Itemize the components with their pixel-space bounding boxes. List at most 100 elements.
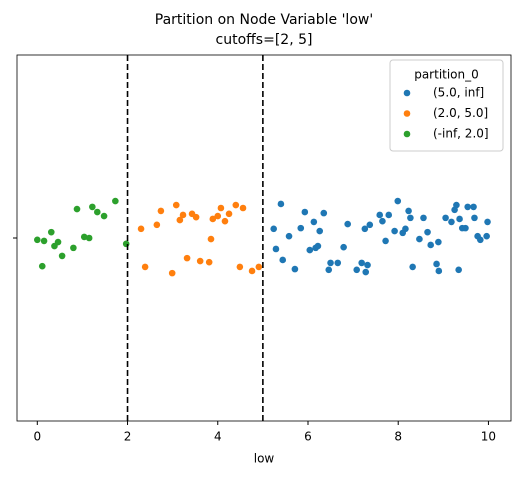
legend-marker bbox=[403, 89, 411, 97]
point bbox=[279, 256, 287, 264]
point bbox=[320, 209, 328, 217]
point bbox=[456, 215, 463, 223]
point bbox=[310, 218, 318, 226]
point bbox=[427, 241, 434, 249]
point bbox=[405, 207, 412, 215]
point bbox=[272, 245, 280, 253]
point bbox=[391, 227, 398, 235]
legend-box bbox=[389, 59, 504, 152]
point bbox=[364, 261, 371, 269]
point bbox=[137, 225, 145, 233]
point bbox=[353, 266, 361, 274]
x-tick-label: 4 bbox=[214, 430, 222, 444]
point bbox=[471, 214, 478, 222]
point bbox=[306, 246, 314, 254]
point bbox=[73, 205, 81, 213]
point bbox=[94, 208, 101, 216]
point bbox=[379, 217, 386, 225]
point bbox=[435, 267, 443, 275]
x-tick-label: 10 bbox=[481, 430, 496, 444]
point bbox=[325, 266, 333, 274]
point bbox=[291, 265, 299, 273]
point bbox=[239, 204, 247, 212]
point bbox=[464, 203, 471, 211]
point bbox=[38, 262, 46, 270]
point bbox=[366, 221, 374, 229]
x-tick-label: 8 bbox=[394, 430, 402, 444]
point bbox=[455, 266, 462, 274]
point bbox=[409, 263, 416, 271]
point bbox=[327, 259, 334, 267]
point bbox=[362, 268, 370, 276]
point bbox=[462, 224, 469, 232]
point bbox=[424, 228, 431, 236]
chart-title: Partition on Node Variable 'low' bbox=[155, 12, 373, 28]
point bbox=[40, 237, 48, 245]
x-axis-label: low bbox=[254, 452, 275, 466]
x-tick-label: 2 bbox=[124, 430, 132, 444]
point bbox=[334, 259, 342, 267]
axes-frame bbox=[16, 54, 512, 422]
point bbox=[112, 197, 119, 205]
point bbox=[340, 243, 347, 251]
point bbox=[89, 203, 96, 211]
point bbox=[100, 212, 108, 220]
point bbox=[225, 210, 233, 218]
legend-label: (2.0, 5.0] bbox=[433, 106, 488, 120]
point bbox=[442, 214, 449, 222]
x-tick-label: 6 bbox=[304, 430, 312, 444]
point bbox=[344, 220, 351, 228]
point bbox=[207, 235, 215, 243]
point bbox=[176, 216, 184, 224]
point bbox=[214, 212, 222, 220]
point bbox=[80, 233, 88, 241]
point bbox=[255, 263, 263, 271]
point bbox=[196, 257, 204, 265]
point bbox=[394, 197, 402, 205]
point bbox=[402, 225, 409, 233]
point bbox=[314, 242, 322, 250]
point bbox=[153, 221, 161, 229]
point bbox=[157, 207, 165, 215]
legend-marker bbox=[403, 130, 411, 138]
point bbox=[232, 201, 240, 209]
point bbox=[58, 252, 66, 260]
point bbox=[221, 217, 229, 225]
chart-subtitle: cutoffs=[2, 5] bbox=[216, 32, 313, 48]
point bbox=[277, 200, 285, 208]
point bbox=[484, 218, 491, 226]
point bbox=[34, 236, 41, 244]
point bbox=[141, 263, 149, 271]
point bbox=[376, 211, 384, 219]
point bbox=[192, 213, 200, 221]
x-tick-label: 0 bbox=[33, 430, 41, 444]
point bbox=[270, 225, 277, 233]
point bbox=[209, 215, 217, 223]
point bbox=[385, 211, 393, 219]
point bbox=[316, 227, 324, 235]
point bbox=[470, 203, 477, 211]
point bbox=[183, 254, 191, 262]
point bbox=[285, 232, 293, 240]
point bbox=[51, 242, 58, 250]
point bbox=[248, 267, 256, 275]
point bbox=[382, 237, 389, 245]
point bbox=[448, 218, 455, 226]
point bbox=[407, 214, 414, 222]
point bbox=[453, 201, 460, 209]
point bbox=[361, 225, 369, 233]
point bbox=[433, 260, 440, 268]
legend-label: (5.0, inf] bbox=[433, 86, 484, 100]
point bbox=[420, 214, 427, 222]
point bbox=[172, 201, 180, 209]
point bbox=[416, 235, 423, 243]
point bbox=[47, 228, 55, 236]
point bbox=[301, 208, 309, 216]
point bbox=[179, 211, 187, 219]
point bbox=[205, 258, 213, 266]
point bbox=[358, 259, 365, 267]
legend-title: partition_0 bbox=[414, 68, 479, 82]
point bbox=[122, 240, 130, 248]
point bbox=[297, 224, 305, 232]
